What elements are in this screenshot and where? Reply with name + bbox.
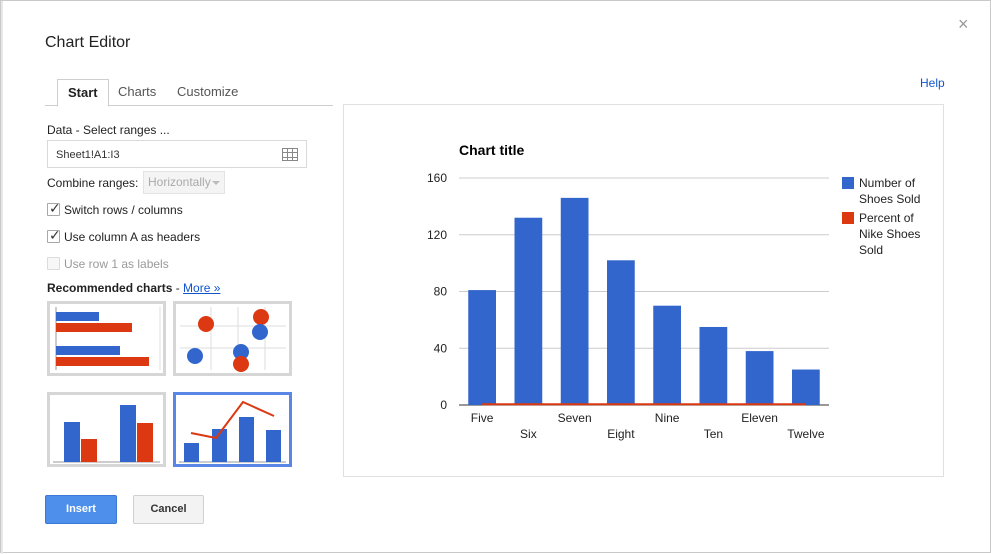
legend-swatch [842,177,854,189]
use-row-1-labels-option: Use row 1 as labels [47,256,247,272]
switch-rows-columns-option[interactable]: ✓ Switch rows / columns [47,200,247,218]
combine-ranges-value: Horizontally [148,175,211,189]
data-ranges-label: Data - Select ranges ... [47,123,170,137]
recommended-scatter-chart-thumbnail[interactable] [173,301,292,376]
bar-twelve[interactable] [792,369,820,405]
range-input[interactable]: Sheet1!A1:I3 [47,140,307,168]
switch-rows-columns-label: Switch rows / columns [64,203,183,217]
chart-title: Chart title [459,142,525,158]
x-tick-label: Ten [704,427,723,441]
chart-preview: Chart title 0 40 80 120 160 Five Six Seven Eigh… [343,104,944,477]
checkmark-icon: ✓ [49,200,61,216]
tab-charts[interactable]: Charts [118,84,157,99]
range-value: Sheet1!A1:I3 [56,149,120,161]
x-tick-label: Eight [607,427,635,441]
close-icon[interactable]: × [958,14,969,34]
combo-chart: Chart title 0 40 80 120 160 Five Six Seven Eigh… [427,142,920,441]
recommended-charts-label: Recommended charts [47,281,173,295]
recommended-column-chart-thumbnail[interactable] [47,392,166,467]
use-row-1-labels-checkbox [47,257,60,270]
combine-ranges-label: Combine ranges: [47,176,139,190]
legend-label: Nike Shoes [859,227,920,241]
switch-rows-columns-checkbox[interactable]: ✓ [47,200,61,216]
legend-label: Percent of [859,211,914,225]
x-tick-label: Twelve [787,427,825,441]
x-tick-label: Nine [655,411,680,425]
tab-customize[interactable]: Customize [177,84,239,99]
legend-swatch [842,212,854,224]
help-link[interactable]: Help [920,76,945,90]
insert-button[interactable]: Insert [45,495,117,524]
bar-eight[interactable] [607,260,635,405]
recommended-combo-chart-thumbnail[interactable] [173,392,292,467]
separator: - [172,281,184,295]
y-tick-label: 120 [427,228,447,242]
column-chart-icon [53,405,160,463]
y-tick-label: 0 [440,398,447,412]
x-tick-label: Six [520,427,537,441]
use-column-a-headers-label: Use column A as headers [64,230,201,244]
chevron-down-icon [212,181,220,185]
combine-ranges-select[interactable]: Horizontally [143,171,225,194]
checkmark-icon: ✓ [49,227,61,243]
legend-label: Number of [859,176,916,190]
background-edge [1,1,3,554]
tab-start[interactable]: Start [57,79,109,107]
x-tick-label: Seven [558,411,592,425]
bar-eleven[interactable] [745,351,774,405]
use-row-1-labels-label: Use row 1 as labels [64,257,169,271]
cancel-button[interactable]: Cancel [133,495,204,524]
bar-seven[interactable] [560,197,589,405]
x-tick-label: Five [471,411,494,425]
use-column-a-headers-option[interactable]: ✓ Use column A as headers [47,227,247,245]
dialog-title: Chart Editor [45,34,131,51]
scatter-chart-icon [180,307,286,372]
grid-icon[interactable] [282,148,298,161]
more-charts-link[interactable]: More » [183,281,221,295]
y-tick-label: 40 [434,341,448,355]
legend-label: Sold [859,243,883,257]
recommended-charts-heading: Recommended charts - More » [47,281,220,295]
combo-chart-icon [179,400,286,463]
tab-bar: Start Charts Customize [45,79,333,107]
use-column-a-headers-checkbox[interactable]: ✓ [47,227,61,243]
y-tick-label: 160 [427,171,447,185]
bar-nine[interactable] [653,305,681,405]
x-tick-label: Eleven [741,411,778,425]
bar-six[interactable] [514,217,543,405]
y-tick-label: 80 [434,285,448,299]
legend-label: Shoes Sold [859,192,920,206]
bar-chart-icon [55,307,161,370]
bar-five[interactable] [468,290,496,405]
recommended-bar-chart-thumbnail[interactable] [47,301,166,376]
bar-ten[interactable] [699,326,728,405]
